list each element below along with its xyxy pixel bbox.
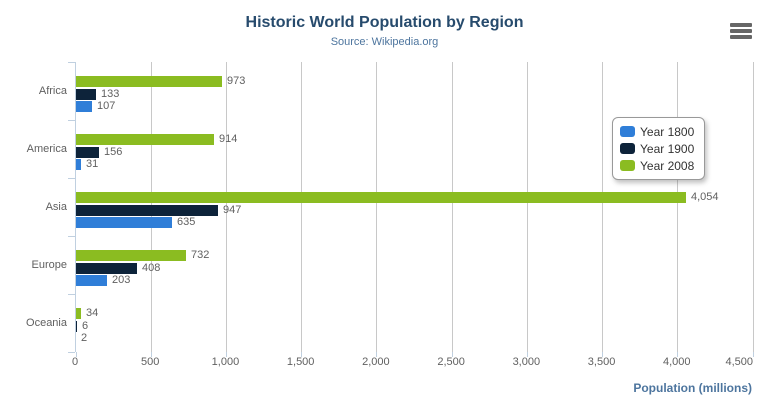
chart-title: Historic World Population by Region xyxy=(245,14,524,31)
y-axis-tick xyxy=(68,352,75,353)
gridline xyxy=(526,62,528,352)
bar-year-1900-europe[interactable] xyxy=(76,262,137,274)
y-axis-tick xyxy=(68,120,75,121)
bar-value-label: 6 xyxy=(82,319,89,332)
plot-area: 973 133 107 914 156 31 4,054 947 635 732 408 203 34 6… xyxy=(68,62,754,357)
legend-item-year-2008[interactable]: Year 2008 xyxy=(620,157,694,174)
x-axis-tick xyxy=(602,352,604,357)
legend-item-label: Year 2008 xyxy=(640,158,695,173)
y-axis-tick xyxy=(68,62,75,63)
y-axis-tick xyxy=(68,294,75,295)
x-tick-label: 4,500 xyxy=(725,356,753,368)
bar-year-1900-africa[interactable] xyxy=(76,88,96,100)
bar-value-label: 914 xyxy=(219,133,238,145)
legend: Year 1800 Year 1900 Year 2008 xyxy=(612,117,706,180)
bar-value-label: 2 xyxy=(81,332,88,344)
hamburger-icon xyxy=(730,29,752,33)
bar-value-label: 34 xyxy=(86,307,99,319)
category-label-asia: Asia xyxy=(45,201,67,213)
x-axis-tick xyxy=(150,352,152,357)
hamburger-icon xyxy=(730,35,752,39)
x-axis-tick-labels: 0 500 1,000 1,500 2,000 2,500 3,000 3,500 4,000 4… xyxy=(71,356,753,370)
export-menu-button[interactable] xyxy=(730,23,752,41)
gridline xyxy=(752,62,754,352)
x-tick-label: 2,500 xyxy=(437,356,465,368)
x-axis-tick xyxy=(376,352,378,357)
legend-item-label: Year 1900 xyxy=(640,141,695,156)
x-tick-label: 2,000 xyxy=(362,356,390,368)
gridline xyxy=(376,62,378,352)
bar-value-label: 732 xyxy=(191,249,210,261)
x-tick-label: 500 xyxy=(141,356,160,368)
bar-year-1800-africa[interactable] xyxy=(76,101,92,112)
bar-year-2008-asia[interactable] xyxy=(76,192,686,203)
y-axis-category-labels: Africa America Asia Europe Oceania xyxy=(0,62,67,352)
legend-item-label: Year 1800 xyxy=(640,124,695,139)
category-label-europe: Europe xyxy=(31,259,67,271)
x-axis-title: Population (millions) xyxy=(633,381,752,395)
chart-subtitle: Source: Wikipedia.org xyxy=(330,36,439,48)
x-axis-tick xyxy=(677,352,679,357)
legend-item-year-1800[interactable]: Year 1800 xyxy=(620,123,694,140)
x-tick-label: 1,000 xyxy=(211,356,240,368)
hamburger-icon xyxy=(730,23,752,27)
bar-year-1900-america[interactable] xyxy=(76,146,99,158)
bar-year-2008-europe[interactable] xyxy=(76,250,186,261)
legend-swatch xyxy=(620,143,635,154)
bar-value-label: 107 xyxy=(97,100,116,112)
bar-value-label: 973 xyxy=(227,75,246,87)
gridline xyxy=(602,62,604,352)
bar-value-label: 947 xyxy=(223,203,242,216)
bar-year-2008-oceania[interactable] xyxy=(76,308,81,319)
x-axis-tick xyxy=(225,352,227,357)
bar-value-label: 133 xyxy=(101,87,120,100)
legend-swatch xyxy=(620,160,635,171)
category-label-america: America xyxy=(26,143,67,155)
x-tick-label: 4,000 xyxy=(663,356,691,368)
bar-year-1900-oceania[interactable] xyxy=(76,320,77,332)
y-axis-tick xyxy=(68,236,75,237)
bar-value-label: 635 xyxy=(177,216,196,228)
x-tick-label: 3,000 xyxy=(512,356,541,368)
y-axis-tick xyxy=(68,178,75,179)
bar-year-1900-asia[interactable] xyxy=(76,204,218,216)
gridline xyxy=(451,62,453,352)
category-label-oceania: Oceania xyxy=(26,317,67,329)
gridline xyxy=(225,62,227,352)
bar-value-label: 408 xyxy=(142,261,161,274)
bar-year-1800-america[interactable] xyxy=(76,159,81,170)
legend-item-year-1900[interactable]: Year 1900 xyxy=(620,140,694,157)
bar-year-2008-america[interactable] xyxy=(76,134,214,145)
x-tick-label: 3,500 xyxy=(587,356,616,368)
category-label-africa: Africa xyxy=(38,85,67,97)
bar-year-2008-africa[interactable] xyxy=(76,76,222,87)
bar-year-1800-asia[interactable] xyxy=(76,217,172,228)
x-axis-tick xyxy=(526,352,528,357)
x-axis-tick xyxy=(301,352,303,357)
x-axis-tick xyxy=(752,352,754,357)
bar-year-1800-europe[interactable] xyxy=(76,275,107,286)
bar-value-label: 156 xyxy=(104,145,123,158)
gridline xyxy=(301,62,303,352)
x-axis-tick xyxy=(76,352,77,357)
bar-value-label: 31 xyxy=(86,158,99,170)
x-tick-label: 1,500 xyxy=(286,356,315,368)
bar-value-label: 203 xyxy=(112,274,131,286)
gridline xyxy=(677,62,679,352)
x-tick-label: 0 xyxy=(71,356,79,368)
x-axis-tick xyxy=(451,352,453,357)
bar-value-label: 4,054 xyxy=(691,191,719,203)
legend-swatch xyxy=(620,126,635,137)
